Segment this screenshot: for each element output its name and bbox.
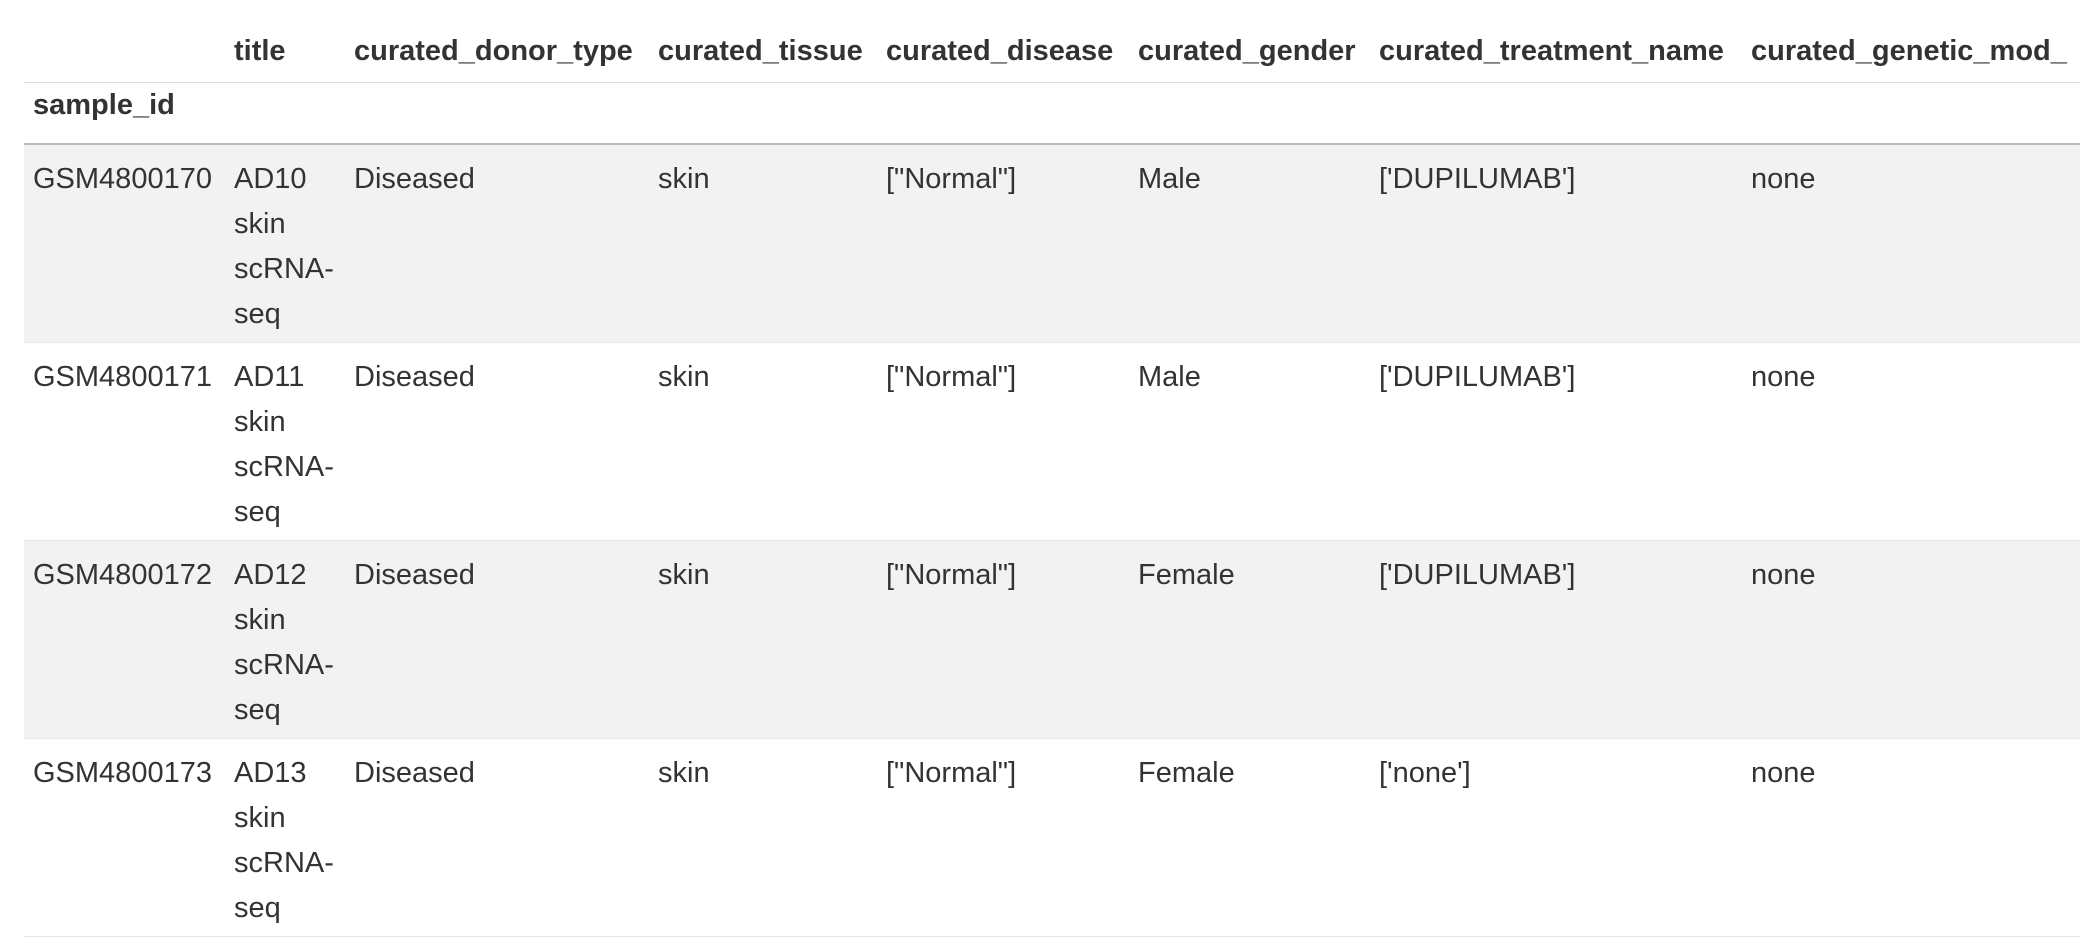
cell-curated-treatment-name: ['DUPILUMAB'] bbox=[1370, 342, 1742, 541]
cell-curated-tissue: skin bbox=[649, 342, 877, 541]
cell-sample-id: GSM4800172 bbox=[24, 540, 225, 739]
dataframe-table: title curated_donor_type curated_tissue … bbox=[24, 24, 2080, 937]
column-header-curated-genetic-mod: curated_genetic_mod_ bbox=[1742, 24, 2080, 83]
cell-curated-donor-type: Diseased bbox=[345, 540, 649, 739]
cell-curated-tissue: skin bbox=[649, 540, 877, 739]
cell-curated-genetic-mod: none bbox=[1742, 738, 2080, 937]
column-header-curated-treatment-name: curated_treatment_name bbox=[1370, 24, 1742, 83]
table-row: GSM4800170 AD10 skin scRNA- seq Diseased… bbox=[24, 144, 2080, 343]
column-header-row: title curated_donor_type curated_tissue … bbox=[24, 24, 2080, 83]
index-header-sample-id: sample_id bbox=[24, 82, 225, 145]
column-header-blank bbox=[24, 24, 225, 83]
dataframe-table-container: title curated_donor_type curated_tissue … bbox=[24, 24, 2080, 937]
column-header-curated-donor-type: curated_donor_type bbox=[345, 24, 649, 83]
cell-curated-tissue: skin bbox=[649, 738, 877, 937]
cell-curated-tissue: skin bbox=[649, 144, 877, 343]
cell-title: AD10 skin scRNA- seq bbox=[225, 144, 345, 343]
cell-sample-id: GSM4800171 bbox=[24, 342, 225, 541]
cell-title: AD11 skin scRNA- seq bbox=[225, 342, 345, 541]
cell-curated-genetic-mod: none bbox=[1742, 540, 2080, 739]
cell-curated-treatment-name: ['DUPILUMAB'] bbox=[1370, 540, 1742, 739]
column-header-title: title bbox=[225, 24, 345, 83]
cell-curated-donor-type: Diseased bbox=[345, 342, 649, 541]
index-header-row: sample_id bbox=[24, 82, 2080, 145]
table-row: GSM4800172 AD12 skin scRNA- seq Diseased… bbox=[24, 540, 2080, 739]
cell-sample-id: GSM4800170 bbox=[24, 144, 225, 343]
cell-curated-gender: Female bbox=[1129, 540, 1370, 739]
cell-curated-gender: Male bbox=[1129, 144, 1370, 343]
table-row: GSM4800173 AD13 skin scRNA- seq Diseased… bbox=[24, 738, 2080, 937]
cell-curated-disease: ["Normal"] bbox=[877, 342, 1129, 541]
cell-curated-genetic-mod: none bbox=[1742, 144, 2080, 343]
cell-curated-genetic-mod: none bbox=[1742, 342, 2080, 541]
cell-curated-treatment-name: ['DUPILUMAB'] bbox=[1370, 144, 1742, 343]
cell-curated-donor-type: Diseased bbox=[345, 144, 649, 343]
cell-title: AD12 skin scRNA- seq bbox=[225, 540, 345, 739]
cell-curated-disease: ["Normal"] bbox=[877, 540, 1129, 739]
cell-curated-treatment-name: ['none'] bbox=[1370, 738, 1742, 937]
table-row: GSM4800171 AD11 skin scRNA- seq Diseased… bbox=[24, 342, 2080, 541]
column-header-curated-disease: curated_disease bbox=[877, 24, 1129, 83]
column-header-curated-gender: curated_gender bbox=[1129, 24, 1370, 83]
cell-title: AD13 skin scRNA- seq bbox=[225, 738, 345, 937]
cell-sample-id: GSM4800173 bbox=[24, 738, 225, 937]
cell-curated-disease: ["Normal"] bbox=[877, 738, 1129, 937]
cell-curated-disease: ["Normal"] bbox=[877, 144, 1129, 343]
cell-curated-donor-type: Diseased bbox=[345, 738, 649, 937]
cell-curated-gender: Male bbox=[1129, 342, 1370, 541]
cell-curated-gender: Female bbox=[1129, 738, 1370, 937]
column-header-curated-tissue: curated_tissue bbox=[649, 24, 877, 83]
